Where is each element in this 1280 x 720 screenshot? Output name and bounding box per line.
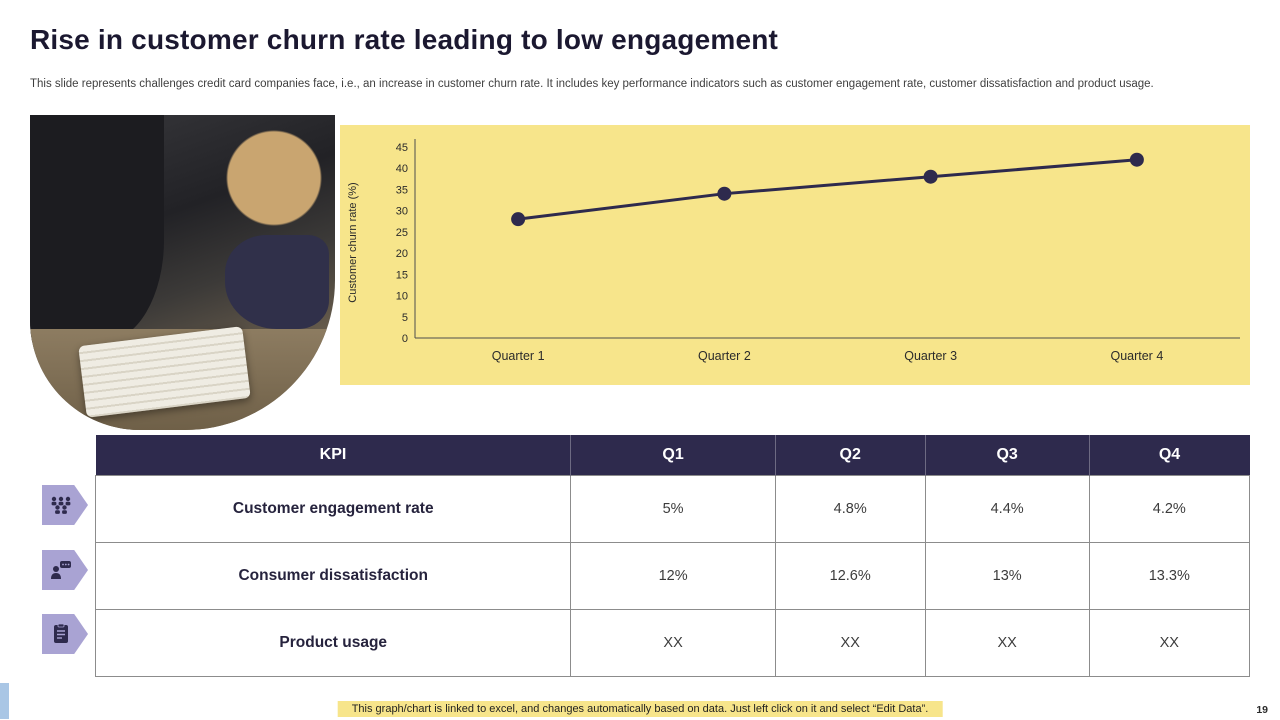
svg-text:5: 5 [402, 312, 408, 324]
footer-note: This graph/chart is linked to excel, and… [337, 701, 943, 717]
kpi-cell: XX [924, 609, 1090, 677]
photo-person-silhouette [30, 115, 165, 342]
header-q4: Q4 [1089, 435, 1250, 476]
slide-title: Rise in customer churn rate leading to l… [30, 24, 779, 55]
kpi-row-label: Product usage [94, 609, 572, 677]
kpi-row-label: Customer engagement rate [94, 475, 572, 543]
svg-text:20: 20 [396, 248, 408, 260]
kpi-table: KPI Q1 Q2 Q3 Q4 Customer engagement rate… [94, 435, 1251, 677]
svg-text:0: 0 [402, 333, 408, 345]
kpi-cell: XX [1088, 609, 1251, 677]
kpi-table-header-row: KPI Q1 Q2 Q3 Q4 [95, 435, 1250, 476]
svg-text:Quarter 2: Quarter 2 [698, 349, 751, 363]
page-number: 19 [1256, 704, 1268, 716]
header-kpi: KPI [95, 435, 572, 476]
engagement-audience-icon [42, 485, 88, 525]
kpi-cell: XX [774, 609, 926, 677]
kpi-row-engagement: Customer engagement rate 5% 4.8% 4.4% 4.… [94, 475, 1251, 543]
kpi-cell: 4.8% [774, 475, 926, 543]
svg-text:35: 35 [396, 184, 408, 196]
kpi-cell: 13% [924, 542, 1090, 610]
kpi-cell: 4.2% [1088, 475, 1251, 543]
svg-text:45: 45 [396, 142, 408, 154]
kpi-cell: 12% [570, 542, 776, 610]
kpi-cell: 5% [570, 475, 776, 543]
svg-text:Quarter 1: Quarter 1 [492, 349, 545, 363]
header-q3: Q3 [925, 435, 1090, 476]
kpi-cell: 12.6% [774, 542, 926, 610]
kpi-cell: XX [570, 609, 776, 677]
photo-person-writing [225, 234, 329, 330]
header-q1: Q1 [570, 435, 776, 476]
kpi-cell: 13.3% [1088, 542, 1251, 610]
svg-text:25: 25 [396, 227, 408, 239]
dissatisfaction-icon [42, 550, 88, 590]
svg-text:Customer churn rate (%): Customer churn rate (%) [347, 182, 359, 302]
svg-text:10: 10 [396, 291, 408, 303]
churn-line-chart[interactable]: 0 5 10 15 20 25 30 35 40 45 Quarter 1 Quarter 2 Quar… [340, 125, 1250, 385]
kpi-row-label: Consumer dissatisfaction [94, 542, 572, 610]
svg-text:15: 15 [396, 269, 408, 281]
svg-text:30: 30 [396, 206, 408, 218]
kpi-row-product-usage: Product usage XX XX XX XX [94, 609, 1251, 677]
svg-text:40: 40 [396, 163, 408, 175]
office-working-photo [30, 115, 335, 430]
churn-chart-panel[interactable]: 0 5 10 15 20 25 30 35 40 45 Quarter 1 Quarter 2 Quar… [340, 125, 1250, 385]
kpi-cell: 4.4% [924, 475, 1090, 543]
svg-text:Quarter 4: Quarter 4 [1110, 349, 1163, 363]
kpi-row-dissatisfaction: Consumer dissatisfaction 12% 12.6% 13% 1… [94, 542, 1251, 610]
accent-bar [0, 683, 9, 719]
header-q2: Q2 [775, 435, 926, 476]
svg-text:Quarter 3: Quarter 3 [904, 349, 957, 363]
slide-subtitle: This slide represents challenges credit … [30, 78, 1154, 90]
product-usage-icon [42, 614, 88, 654]
